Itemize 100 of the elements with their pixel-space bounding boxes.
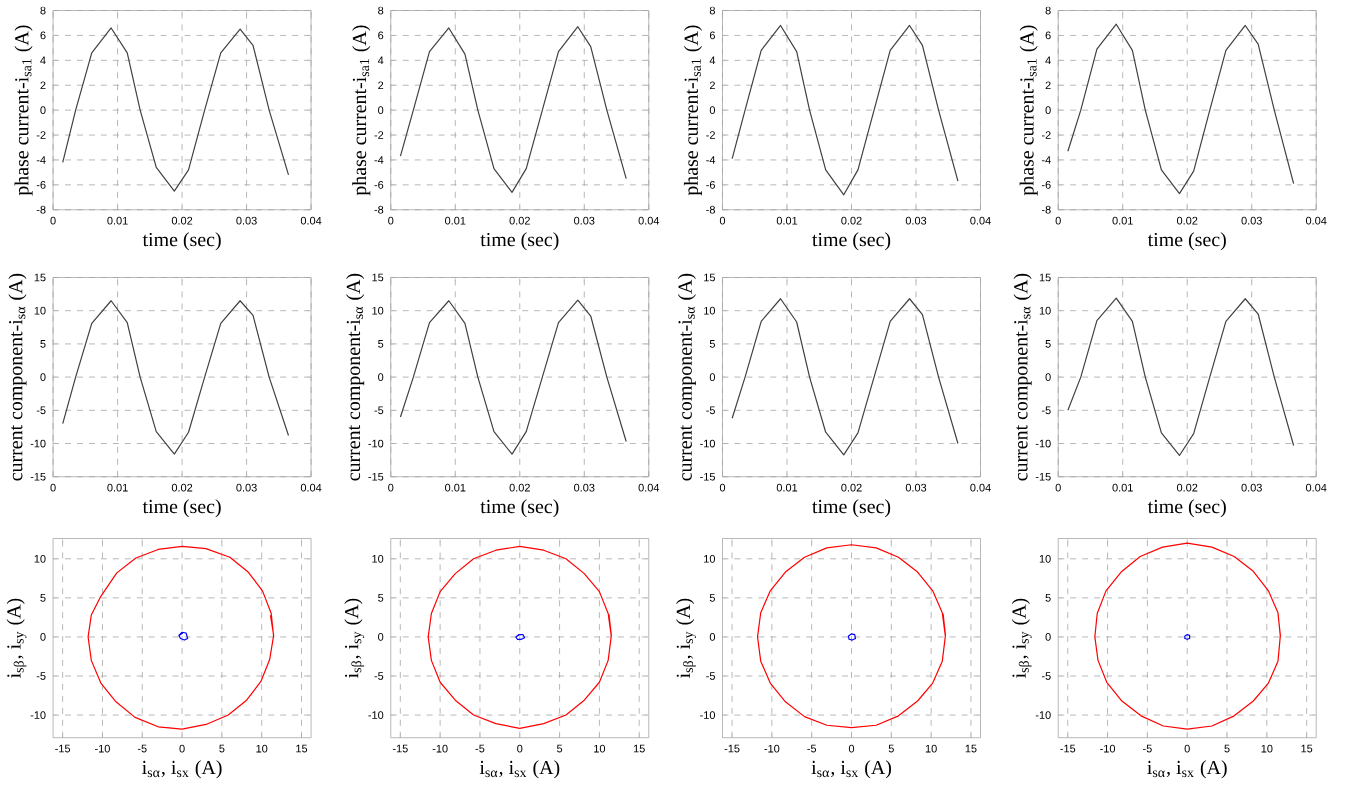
y-tick-label: -15 xyxy=(30,473,46,481)
x-tick-label: 5 xyxy=(556,745,563,753)
x-tick-label: -15 xyxy=(55,745,71,753)
line-series xyxy=(62,300,290,455)
y-tick-label: 6 xyxy=(378,31,384,40)
x-tick-label: -10 xyxy=(432,744,448,753)
y-tick-label: 5 xyxy=(378,340,384,348)
x-tick-label: 0.02 xyxy=(1176,484,1198,492)
y-tick-label: 5 xyxy=(709,340,715,348)
x-tick-label: 0.01 xyxy=(445,484,466,492)
y-tick-label: -4 xyxy=(706,156,716,164)
y-tick-label: -10 xyxy=(30,711,46,720)
x-tick-label: 0.02 xyxy=(509,217,530,225)
y-axis-title: i$_{sβ}$, i$_{sy}$ (A) xyxy=(1011,598,1032,679)
x-tick-label: 0.03 xyxy=(1241,484,1262,492)
x-tick-label: 0.03 xyxy=(236,484,257,492)
x-tick-label: 15 xyxy=(633,745,645,753)
y-axis-title: current component-i$_{sα}$ (A) xyxy=(346,274,365,481)
x-tick-label: -10 xyxy=(1100,744,1116,753)
y-axis-title: phase current-i$_{sa1}$ (A) xyxy=(683,25,703,196)
x-tick-label: 10 xyxy=(925,744,937,753)
x-tick-label: 0.03 xyxy=(574,217,595,225)
y-tick-label: 10 xyxy=(34,307,46,315)
y-tick-label: 8 xyxy=(709,6,715,15)
x-tick-label: 0.02 xyxy=(1176,217,1198,225)
y-tick-label: -6 xyxy=(1041,181,1051,189)
y-tick-label: 5 xyxy=(40,340,46,348)
y-tick-label: 0 xyxy=(1045,373,1051,382)
x-axis-title: i$_{sα}$, i$_{sx}$ (A) xyxy=(479,760,560,779)
x-tick-label: 0.04 xyxy=(970,217,991,225)
x-tick-label: 0 xyxy=(719,217,726,225)
line-series xyxy=(399,299,627,455)
y-tick-label: -10 xyxy=(30,439,46,448)
y-axis-title: i$_{sβ}$, i$_{sy}$ (A) xyxy=(344,598,365,679)
x-tick-label: 0 xyxy=(179,744,185,753)
y-tick-label: 0 xyxy=(709,373,716,382)
y-tick-label: 15 xyxy=(372,273,384,282)
x-tick-label: 5 xyxy=(219,745,225,753)
y-tick-label: -2 xyxy=(1041,131,1051,140)
y-tick-label: -6 xyxy=(706,181,715,189)
y-tick-label: 6 xyxy=(40,31,46,40)
x-axis-title: i$_{sα}$, i$_{sx}$ (A) xyxy=(142,760,222,779)
y-tick-label: 2 xyxy=(378,81,384,90)
x-axis-title: i$_{sα}$, i$_{sx}$ (A) xyxy=(811,760,892,779)
x-tick-label: 0.04 xyxy=(300,484,322,492)
y-tick-label: -6 xyxy=(374,181,384,189)
x-tick-label: 0 xyxy=(388,217,394,225)
x-axis-title: time (sec) xyxy=(142,499,221,518)
y-tick-label: 0 xyxy=(40,633,46,642)
y-tick-label: 2 xyxy=(1045,81,1051,90)
y-tick-label: 15 xyxy=(34,273,46,282)
line-series xyxy=(731,298,959,456)
y-tick-label: -10 xyxy=(700,711,716,720)
x-tick-label: 0.03 xyxy=(905,217,927,225)
x-tick-label: 10 xyxy=(1261,744,1273,753)
x-tick-label: 0 xyxy=(848,744,855,753)
y-tick-label: -5 xyxy=(1041,406,1051,415)
y-tick-label: -8 xyxy=(36,206,46,214)
y-tick-label: -15 xyxy=(368,473,384,481)
y-tick-label: 4 xyxy=(709,56,716,65)
y-tick-label: 4 xyxy=(377,56,384,65)
x-tick-label: 0.04 xyxy=(970,484,991,492)
line-series xyxy=(399,26,627,194)
x-tick-label: 0.01 xyxy=(776,217,798,225)
y-tick-label: 15 xyxy=(704,273,715,282)
x-tick-label: 0.04 xyxy=(300,217,322,225)
x-tick-label: -15 xyxy=(1060,745,1076,753)
y-tick-label: 2 xyxy=(40,81,46,90)
y-tick-label: 0 xyxy=(709,106,716,115)
y-tick-label: -4 xyxy=(374,156,384,164)
y-tick-label: 10 xyxy=(34,555,46,563)
y-tick-label: 0 xyxy=(709,633,716,642)
x-tick-label: 0 xyxy=(1184,744,1190,753)
x-tick-label: 0.02 xyxy=(171,484,193,492)
y-tick-label: 10 xyxy=(1039,307,1051,315)
x-tick-label: 5 xyxy=(1224,745,1230,753)
x-tick-label: -15 xyxy=(724,745,740,753)
x-tick-label: -10 xyxy=(95,744,110,753)
x-tick-label: 0.01 xyxy=(1112,217,1133,225)
y-tick-label: 6 xyxy=(1045,31,1051,40)
x-tick-label: 0 xyxy=(1055,484,1061,492)
y-tick-label: -2 xyxy=(706,131,715,140)
y-tick-label: 8 xyxy=(40,6,46,15)
y-tick-label: -10 xyxy=(368,439,384,448)
x-tick-label: 0 xyxy=(50,217,56,225)
line-series xyxy=(731,25,959,196)
y-tick-label: 5 xyxy=(709,594,715,602)
line-series xyxy=(178,631,189,641)
x-tick-label: 15 xyxy=(965,745,977,753)
x-tick-label: 0.01 xyxy=(445,217,466,225)
line-series xyxy=(62,27,290,192)
y-tick-label: -2 xyxy=(374,131,384,140)
y-tick-label: -10 xyxy=(700,439,716,448)
x-axis-title: i$_{sα}$, i$_{sx}$ (A) xyxy=(1147,760,1227,779)
y-tick-label: 6 xyxy=(709,31,715,40)
x-axis-title: time (sec) xyxy=(812,499,891,518)
x-tick-label: 0.02 xyxy=(841,484,862,492)
y-tick-label: 10 xyxy=(704,307,716,315)
y-tick-label: 5 xyxy=(1045,594,1051,602)
x-tick-label: -15 xyxy=(392,745,408,753)
